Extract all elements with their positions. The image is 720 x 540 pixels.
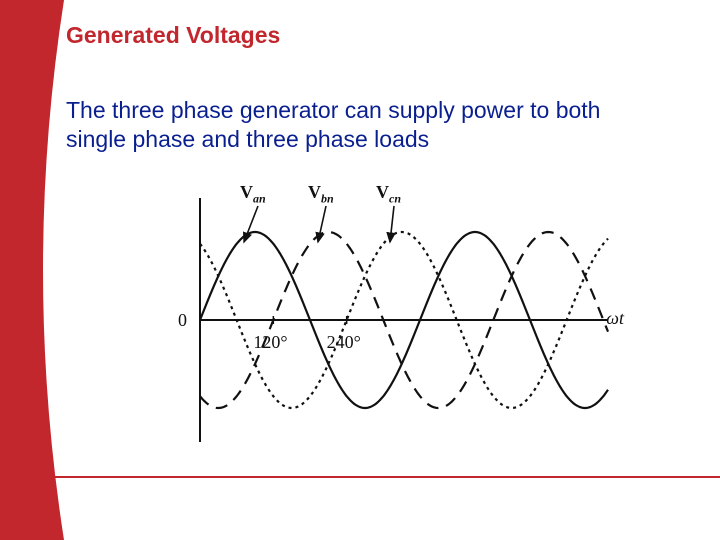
left-accent — [0, 0, 64, 540]
slide-heading: Generated Voltages — [66, 22, 280, 49]
axis-end-label: ωt — [606, 308, 624, 329]
zero-label: 0 — [178, 310, 187, 331]
phase-label-vcn: Vcn — [376, 182, 401, 207]
phase-label-van: Van — [240, 182, 266, 207]
slide-body: The three phase generator can supply pow… — [66, 96, 656, 154]
tick-label-240: 240° — [327, 332, 361, 353]
phase-label-vbn: Vbn — [308, 182, 334, 207]
slide: Generated Voltages The three phase gener… — [0, 0, 720, 540]
three-phase-waveform-figure: 0 ωt Van Vbn Vcn 120° 240° — [160, 180, 620, 460]
waveform-svg — [160, 180, 620, 460]
slide-underline — [0, 476, 720, 478]
tick-label-120: 120° — [253, 332, 287, 353]
